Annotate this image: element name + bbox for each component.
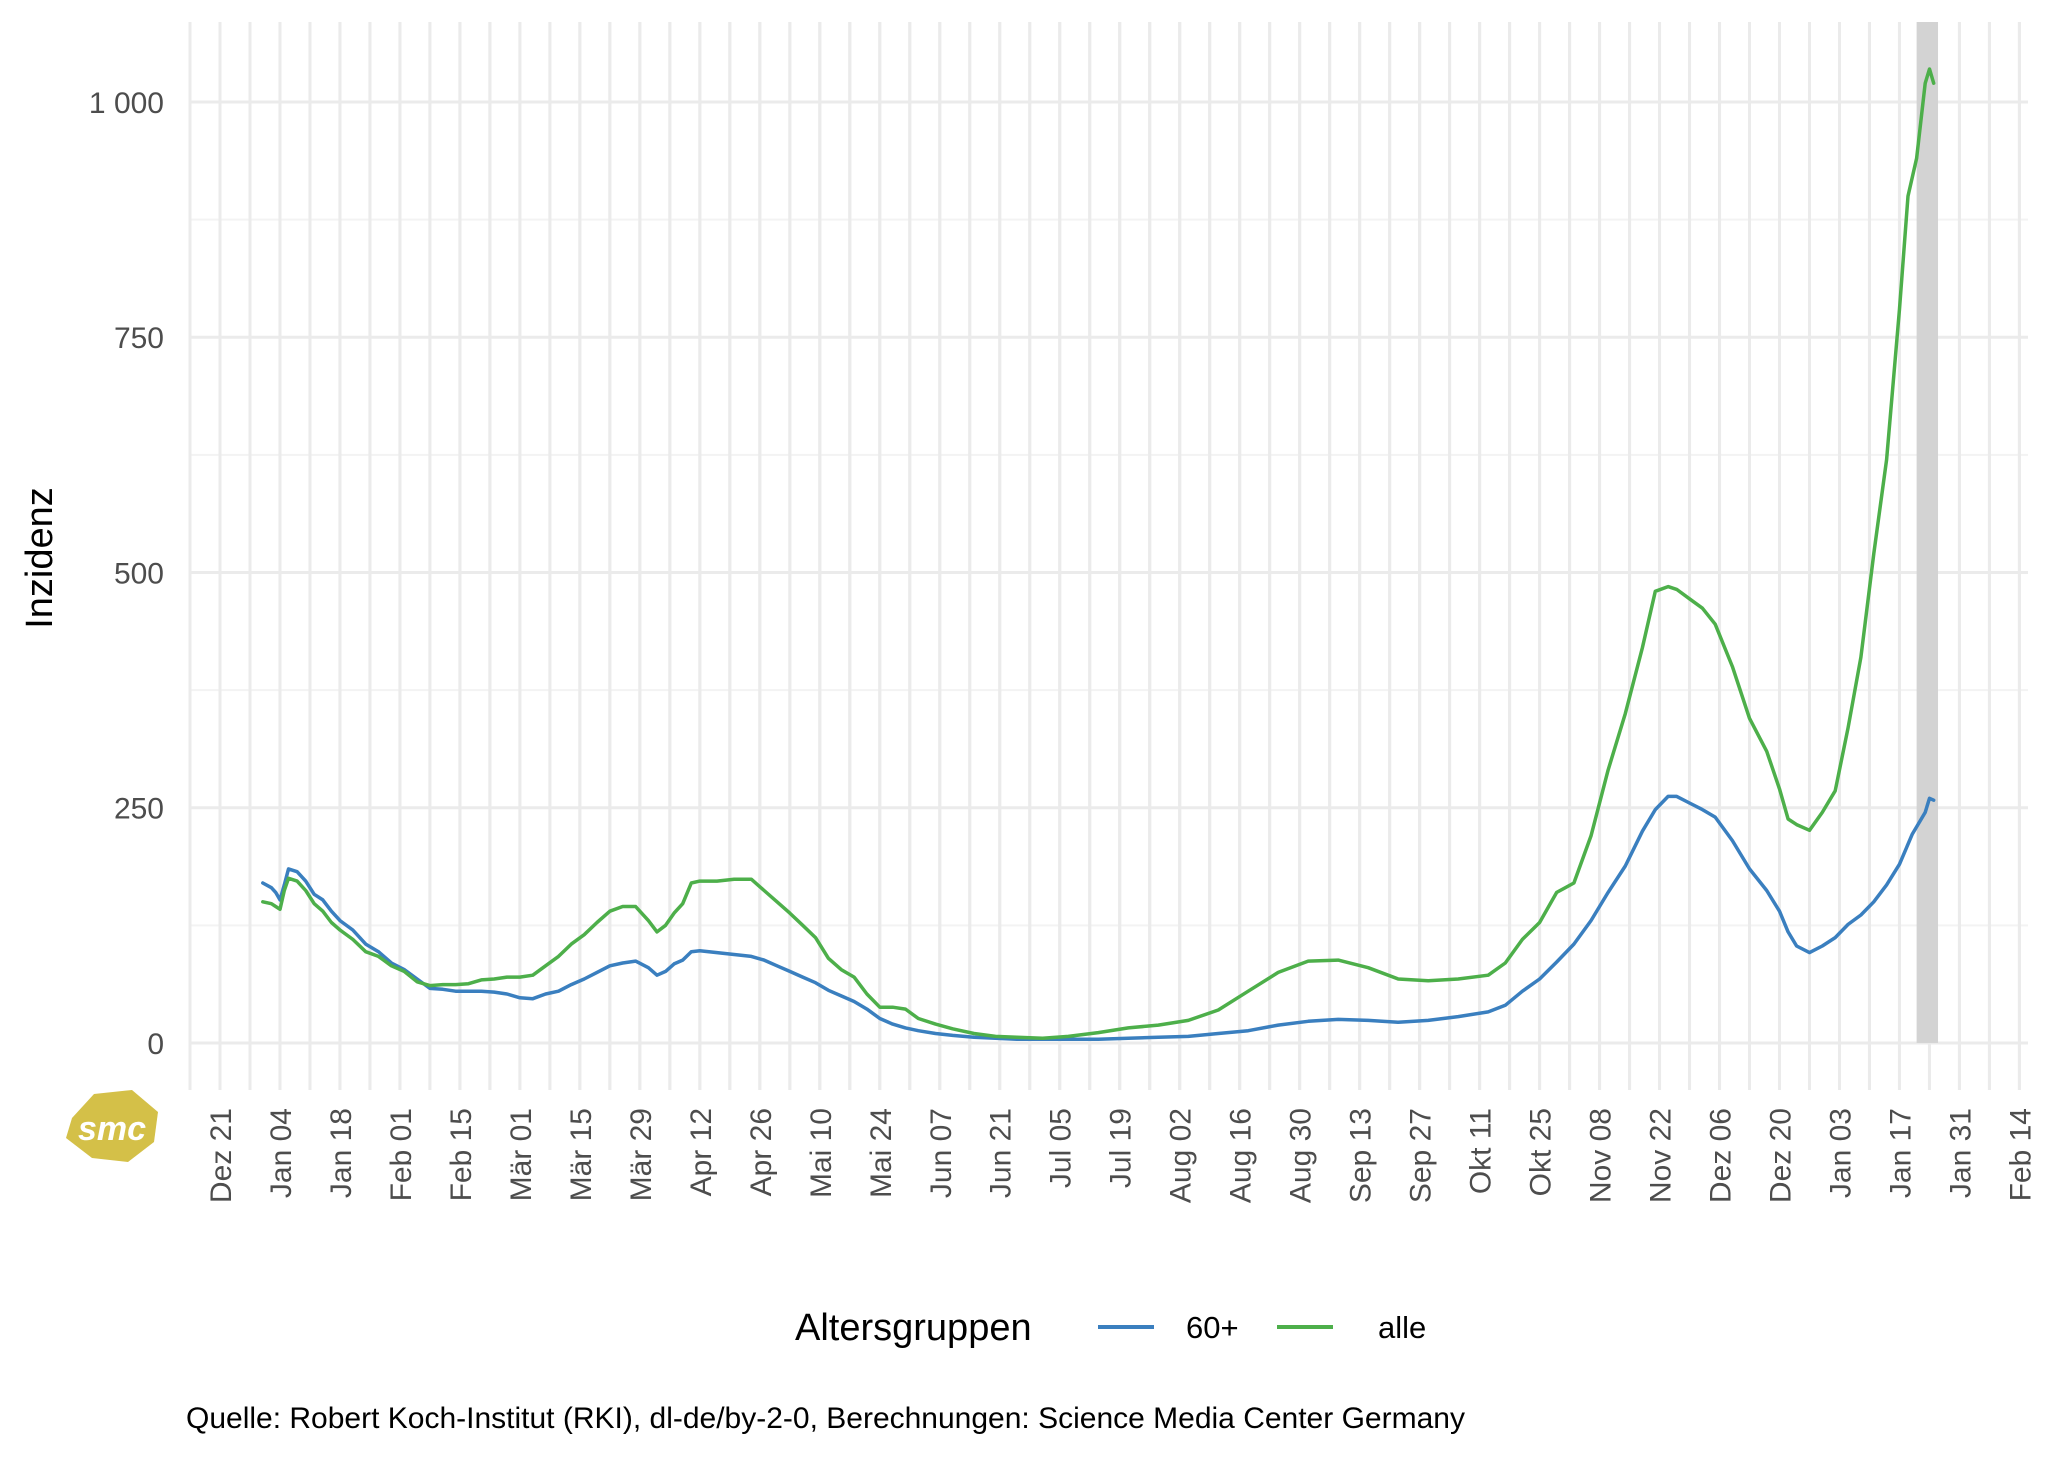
y-tick-label: 0 [147,1028,164,1061]
shaded-region-layer [1916,22,1939,1043]
x-tick-label: Sep 13 [1345,1108,1378,1203]
legend: Altersgruppen 60+ alle [795,1307,1426,1349]
x-tick-label: Jan 03 [1824,1108,1857,1198]
y-axis-label: Inzidenz [19,487,61,629]
x-tick-label: Aug 30 [1285,1108,1318,1203]
x-tick-label: Apr 12 [685,1108,718,1196]
x-tick-label: Nov 22 [1645,1108,1678,1203]
x-tick-label: Jun 21 [985,1108,1018,1198]
x-tick-label: Mai 10 [805,1108,838,1198]
x-axis-tick-labels: Dez 21 Jan 04 Jan 18 Feb 01 Feb 15 Mär 01 Mär … [205,1108,2037,1203]
x-tick-label: Dez 21 [205,1108,238,1203]
x-tick-label: Feb 01 [385,1108,418,1201]
x-tick-label: Sep 27 [1405,1108,1438,1203]
logo-badge [66,1090,158,1162]
legend-label: alle [1378,1310,1426,1345]
x-tick-label: Dez 20 [1765,1108,1798,1203]
x-tick-label: Jul 19 [1105,1108,1138,1188]
x-tick-label: Jan 18 [325,1108,358,1198]
x-tick-label: Mai 24 [865,1108,898,1198]
logo-text: smc [78,1110,146,1148]
x-tick-label: Okt 25 [1525,1108,1558,1196]
legend-items: 60+ alle [1098,1310,1426,1345]
y-tick-label: 500 [114,557,164,590]
x-tick-label: Jul 05 [1045,1108,1078,1188]
y-tick-label: 250 [114,793,164,826]
x-tick-label: Nov 08 [1585,1108,1618,1203]
x-tick-label: Jan 04 [265,1108,298,1198]
y-axis-tick-labels: 0 250 500 750 1 000 [89,87,164,1061]
minor-gridlines [190,218,2028,927]
source-caption: Quelle: Robert Koch-Institut (RKI), dl-d… [186,1402,1465,1435]
y-tick-label: 1 000 [89,87,164,120]
x-tick-label: Jun 07 [925,1108,958,1198]
x-tick-label: Okt 11 [1465,1108,1498,1194]
shaded-range [1916,22,1939,1043]
series-line-alle [261,67,1936,1040]
x-tick-label: Mär 29 [625,1108,658,1201]
smc-logo: smc [66,1090,158,1162]
series-line-60 [261,794,1936,1041]
x-tick-label: Jan 31 [1944,1108,1977,1198]
x-tick-label: Feb 14 [2004,1108,2037,1201]
x-tick-label: Mär 15 [565,1108,598,1201]
x-tick-label: Aug 02 [1165,1108,1198,1203]
x-tick-label: Mär 01 [505,1108,538,1201]
x-tick-label: Feb 15 [445,1108,478,1201]
x-tick-label: Dez 06 [1705,1108,1738,1203]
legend-label: 60+ [1186,1310,1239,1345]
x-tick-label: Apr 26 [745,1108,778,1196]
x-tick-label: Jan 17 [1884,1108,1917,1198]
major-gridlines [188,22,2028,1090]
series-layer [261,67,1936,1041]
y-tick-label: 750 [114,322,164,355]
x-tick-label: Aug 16 [1225,1108,1258,1203]
legend-title: Altersgruppen [795,1307,1032,1349]
